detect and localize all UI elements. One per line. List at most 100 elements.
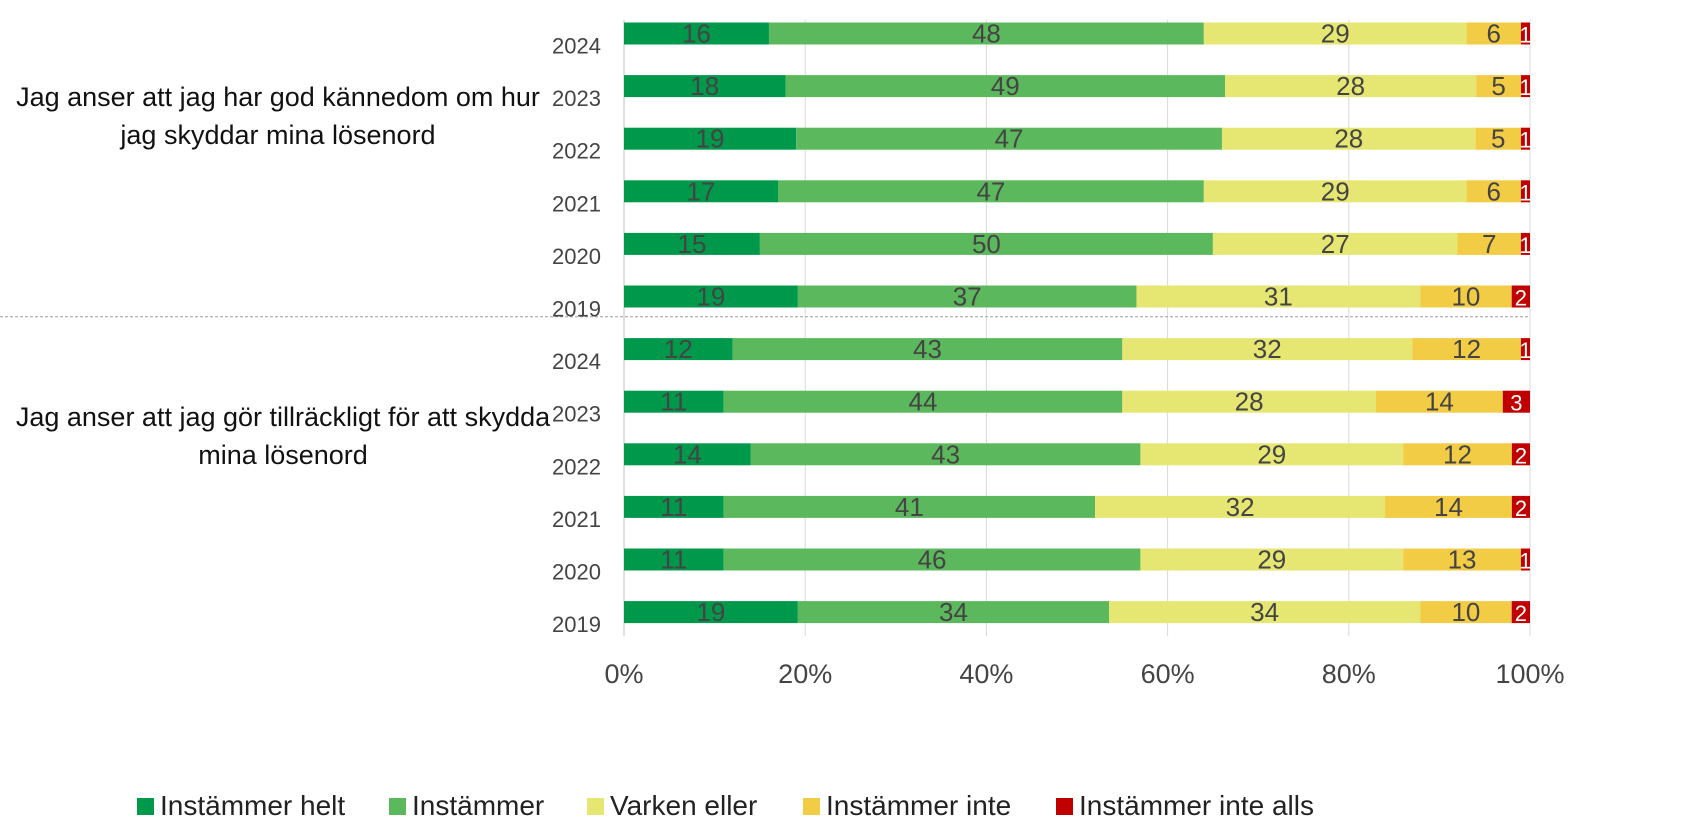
bar-segment: [1140, 548, 1404, 571]
data-label: 49: [991, 71, 1020, 101]
bar-segment: [797, 601, 1110, 624]
legend-label: Instämmer helt: [160, 790, 346, 821]
x-tick-label: 40%: [959, 659, 1013, 689]
bar-segment: [1520, 180, 1530, 203]
bar-segment: [1203, 180, 1467, 203]
year-label: 2022: [552, 454, 601, 479]
data-label: 28: [1336, 71, 1365, 101]
bar-segment: [1109, 601, 1421, 624]
x-tick-label: 0%: [604, 659, 643, 689]
bar-segment: [768, 22, 1204, 45]
legend-label: Instämmer inte: [826, 790, 1012, 821]
bar-segment: [1520, 548, 1530, 571]
data-label: 50: [972, 229, 1001, 259]
data-label: 2: [1515, 443, 1527, 468]
data-label: 1: [1519, 75, 1531, 100]
data-label: 31: [1264, 282, 1293, 312]
group-label-knowledge: Jag anser att jag har god kännedom om hu…: [16, 82, 540, 150]
legend-swatch: [137, 797, 154, 815]
legend: Instämmer helt Instämmer Varken eller Instä…: [0, 790, 1706, 822]
data-label: 10: [1451, 282, 1480, 312]
data-label: 19: [696, 124, 725, 154]
legend-item: Instämmer: [389, 790, 544, 822]
data-label: 2: [1515, 601, 1527, 626]
bar-segment: [1140, 443, 1404, 466]
bar-segment: [1475, 127, 1521, 150]
bar-segment: [1122, 338, 1413, 361]
bar-segment: [1520, 22, 1530, 45]
year-label: 2021: [552, 191, 601, 216]
data-label: 2: [1515, 286, 1527, 311]
data-label: 46: [918, 545, 947, 575]
bar-segment: [1502, 390, 1530, 413]
bar-segment: [624, 180, 779, 203]
year-label: 2024: [552, 34, 601, 59]
bar-segment: [797, 285, 1137, 308]
bar-segment: [624, 495, 724, 518]
data-label: 29: [1257, 545, 1286, 575]
data-label: 47: [976, 176, 1005, 206]
bar-segment: [1122, 390, 1376, 413]
bar-segment: [796, 127, 1222, 150]
bar-segment: [1521, 75, 1530, 98]
bar-segment: [1511, 285, 1530, 308]
data-label: 1: [1519, 233, 1531, 258]
bar-segment: [1412, 338, 1521, 361]
legend-swatch: [389, 797, 406, 815]
bar-segment: [1520, 127, 1530, 150]
year-label: 2020: [552, 244, 601, 269]
bar-segment: [624, 548, 724, 571]
data-label: 11: [660, 387, 687, 417]
bar-segment: [624, 22, 769, 45]
data-label: 28: [1334, 124, 1363, 154]
bar-segment: [1520, 232, 1530, 255]
data-label: 41: [895, 492, 924, 522]
legend-item: Varken eller: [587, 790, 757, 822]
legend-label: Instämmer inte alls: [1079, 790, 1314, 821]
bar-segment: [732, 338, 1123, 361]
data-label: 29: [1321, 19, 1350, 49]
bar-segment: [778, 180, 1204, 203]
legend-swatch: [1056, 797, 1073, 815]
data-label: 6: [1487, 176, 1501, 206]
year-label: 2023: [552, 402, 601, 427]
data-label: 32: [1253, 334, 1282, 364]
data-label: 14: [1425, 387, 1454, 417]
data-label: 34: [1250, 597, 1279, 627]
year-label: 2020: [552, 560, 601, 585]
data-label: 12: [1443, 439, 1472, 469]
data-label: 12: [1452, 334, 1481, 364]
bar-segment: [1511, 495, 1530, 518]
bar-segment: [723, 495, 1096, 518]
bar-segment: [759, 232, 1213, 255]
legend-label: Varken eller: [610, 790, 758, 821]
year-label: 2023: [552, 86, 601, 111]
legend-item: Instämmer inte alls: [1056, 790, 1314, 822]
bar-segment: [624, 285, 798, 308]
data-label: 27: [1321, 229, 1350, 259]
data-label: 1: [1519, 23, 1531, 48]
data-label: 5: [1491, 124, 1505, 154]
bar-segment: [1403, 548, 1521, 571]
data-label: 34: [939, 597, 968, 627]
bar-segment: [1520, 338, 1530, 361]
data-label: 18: [690, 71, 719, 101]
x-tick-label: 20%: [778, 659, 832, 689]
bar-segment: [1420, 285, 1512, 308]
data-label: 47: [995, 124, 1024, 154]
bar-segment: [1403, 443, 1512, 466]
bar-segment: [1466, 180, 1521, 203]
year-label: 2019: [552, 297, 601, 322]
bar-segment: [1095, 495, 1386, 518]
data-label: 10: [1451, 597, 1480, 627]
data-label: 29: [1257, 439, 1286, 469]
data-label: 7: [1482, 229, 1496, 259]
bar-segment: [1375, 390, 1503, 413]
data-label: 43: [931, 439, 960, 469]
data-label: 28: [1235, 387, 1264, 417]
data-label: 5: [1491, 71, 1505, 101]
bar-segment: [1136, 285, 1421, 308]
bar-segment: [1511, 601, 1530, 624]
group-label-sufficient: Jag anser att jag gör tillräckligt för a…: [15, 402, 551, 470]
data-label: 43: [913, 334, 942, 364]
